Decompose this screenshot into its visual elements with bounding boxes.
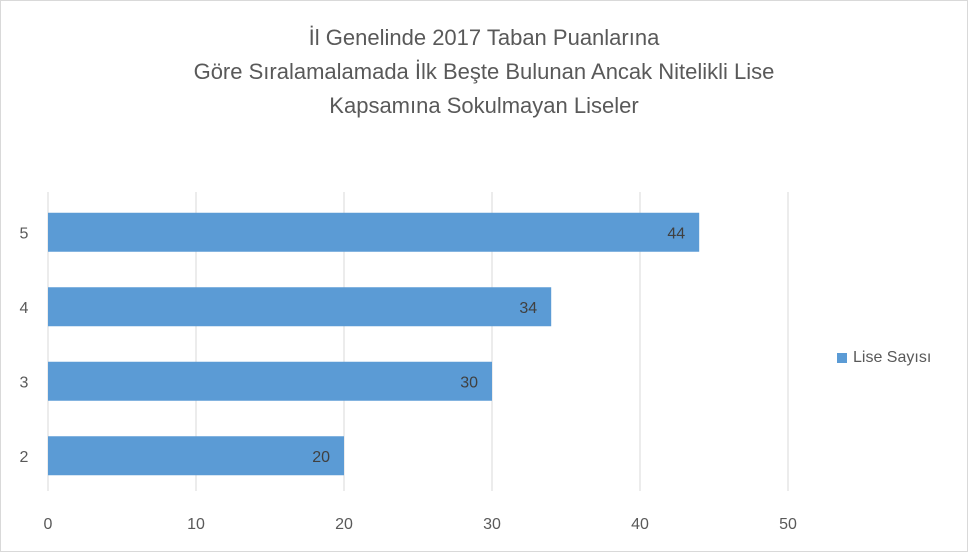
bar-3 xyxy=(48,361,492,401)
y-tick-label-4: 4 xyxy=(20,300,29,317)
x-tick-label-10: 10 xyxy=(187,516,205,533)
bar-4 xyxy=(48,287,552,327)
bar-2 xyxy=(48,436,344,476)
legend-label: Lise Sayısı xyxy=(853,349,932,366)
bar-5 xyxy=(48,212,700,252)
x-tick-label-20: 20 xyxy=(335,516,353,533)
chart-title: İl Genelinde 2017 Taban Puanlarına Göre … xyxy=(1,21,967,123)
data-label-5: 44 xyxy=(667,225,685,242)
y-tick-label-3: 3 xyxy=(20,374,29,391)
chart-title-line-3: Kapsamına Sokulmayan Liseler xyxy=(329,93,639,118)
x-tick-label-30: 30 xyxy=(483,516,501,533)
data-label-4: 34 xyxy=(519,300,537,317)
x-tick-label-50: 50 xyxy=(779,516,797,533)
legend-swatch xyxy=(837,353,847,363)
data-label-3: 30 xyxy=(460,374,478,391)
y-tick-label-2: 2 xyxy=(20,449,29,466)
y-tick-label-5: 5 xyxy=(20,225,29,242)
chart-title-line-2: Göre Sıralamalamada İlk Beşte Bulunan An… xyxy=(193,59,775,84)
x-tick-label-40: 40 xyxy=(631,516,649,533)
data-label-2: 20 xyxy=(312,449,330,466)
x-tick-label-0: 0 xyxy=(44,516,53,533)
chart-title-line-1: İl Genelinde 2017 Taban Puanlarına xyxy=(308,25,660,50)
legend: Lise Sayısı xyxy=(837,347,931,369)
